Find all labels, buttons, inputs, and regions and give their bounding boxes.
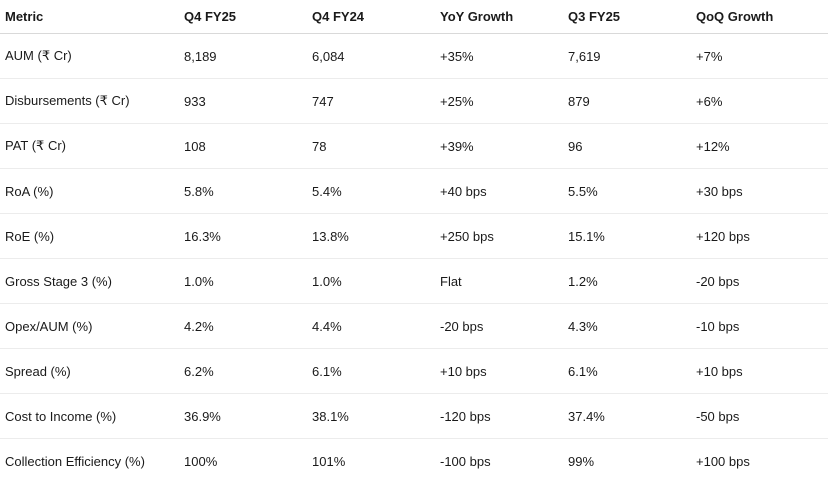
value-cell: 7,619 [563, 33, 691, 79]
value-cell: +30 bps [691, 168, 828, 214]
value-cell: 16.3% [179, 213, 307, 259]
metric-cell: Collection Efficiency (%) [5, 453, 145, 469]
value-cell: -120 bps [435, 393, 563, 439]
value-cell: -20 bps [435, 303, 563, 349]
header-cell: Q3 FY25 [563, 0, 691, 34]
value-cell: 4.3% [563, 303, 691, 349]
header-cell: Q4 FY24 [307, 0, 435, 34]
value-cell: -50 bps [691, 393, 828, 439]
metric-cell: AUM (₹ Cr) [0, 33, 179, 79]
table-row: Collection Efficiency (%) 100% 101% -100 bp… [0, 439, 828, 484]
value-cell: 100% [184, 453, 218, 469]
table-row: RoA (%) 5.8% 5.4% +40 bps 5.5% +30 bps [0, 168, 828, 214]
value-cell: 37.4% [563, 393, 691, 439]
value-cell: +6% [691, 78, 828, 124]
value-cell: -10 bps [691, 303, 828, 349]
value-cell: 1.0% [307, 258, 435, 304]
value-cell: 4.2% [179, 303, 307, 349]
value-cell: -100 bps [440, 453, 491, 469]
table-row: Disbursements (₹ Cr) 933 747 +25% 879 +6% [0, 78, 828, 124]
metric-cell: Gross Stage 3 (%) [0, 258, 179, 304]
value-cell: 36.9% [179, 393, 307, 439]
table-body: AUM (₹ Cr) 8,189 6,084 +35% 7,619 +7% Disburse… [0, 33, 828, 484]
table-row: AUM (₹ Cr) 8,189 6,084 +35% 7,619 +7% [0, 33, 828, 79]
value-cell: -20 bps [691, 258, 828, 304]
value-cell: 96 [563, 123, 691, 169]
value-cell: 78 [307, 123, 435, 169]
header-row: Metric Q4 FY25 Q4 FY24 YoY Growth Q3 FY25 QoQ… [0, 0, 828, 34]
value-cell: 38.1% [307, 393, 435, 439]
metric-cell: Opex/AUM (%) [0, 303, 179, 349]
value-cell: 108 [179, 123, 307, 169]
value-cell: 99% [568, 453, 595, 469]
header-cell: YoY Growth [435, 0, 563, 34]
metric-cell: RoA (%) [0, 168, 179, 214]
table-row: Gross Stage 3 (%) 1.0% 1.0% Flat 1.2% -20 bps [0, 258, 828, 304]
table-row: Cost to Income (%) 36.9% 38.1% -120 bps 37.4… [0, 393, 828, 439]
value-cell: +7% [691, 33, 828, 79]
value-cell: 747 [307, 78, 435, 124]
table-row: RoE (%) 16.3% 13.8% +250 bps 15.1% +120 bps [0, 213, 828, 259]
table-row: Opex/AUM (%) 4.2% 4.4% -20 bps 4.3% -10 bps [0, 303, 828, 349]
header-cell: Q4 FY25 [179, 0, 307, 34]
value-cell: +35% [435, 33, 563, 79]
value-cell: 15.1% [563, 213, 691, 259]
metric-cell: PAT (₹ Cr) [0, 123, 179, 169]
value-cell: +40 bps [435, 168, 563, 214]
metric-cell: RoE (%) [0, 213, 179, 259]
metric-cell: Disbursements (₹ Cr) [0, 78, 179, 124]
value-cell: +250 bps [435, 213, 563, 259]
header-cell: QoQ Growth [691, 0, 828, 34]
value-cell: 8,189 [179, 33, 307, 79]
value-cell: 101% [312, 453, 346, 469]
table-header: Metric Q4 FY25 Q4 FY24 YoY Growth Q3 FY25 QoQ… [0, 0, 828, 34]
value-cell: +100 bps [696, 453, 750, 469]
value-cell: +120 bps [691, 213, 828, 259]
value-cell: +10 bps [691, 348, 828, 394]
value-cell: +25% [435, 78, 563, 124]
value-cell: +39% [435, 123, 563, 169]
metric-cell: Spread (%) [0, 348, 179, 394]
value-cell: Flat [435, 258, 563, 304]
value-cell: +10 bps [435, 348, 563, 394]
value-cell: 1.2% [563, 258, 691, 304]
table-row: PAT (₹ Cr) 108 78 +39% 96 +12% [0, 123, 828, 169]
value-cell: 13.8% [307, 213, 435, 259]
value-cell: 5.8% [179, 168, 307, 214]
header-cell: Metric [0, 0, 179, 34]
value-cell: 5.5% [563, 168, 691, 214]
value-cell: 6.1% [563, 348, 691, 394]
value-cell: 1.0% [179, 258, 307, 304]
value-cell: 4.4% [307, 303, 435, 349]
value-cell: 6,084 [307, 33, 435, 79]
value-cell: +12% [691, 123, 828, 169]
table-row: Spread (%) 6.2% 6.1% +10 bps 6.1% +10 bps [0, 348, 828, 394]
value-cell: 6.1% [307, 348, 435, 394]
metric-cell: Cost to Income (%) [0, 393, 179, 439]
value-cell: 5.4% [307, 168, 435, 214]
value-cell: 6.2% [179, 348, 307, 394]
value-cell: 879 [563, 78, 691, 124]
value-cell: 933 [179, 78, 307, 124]
